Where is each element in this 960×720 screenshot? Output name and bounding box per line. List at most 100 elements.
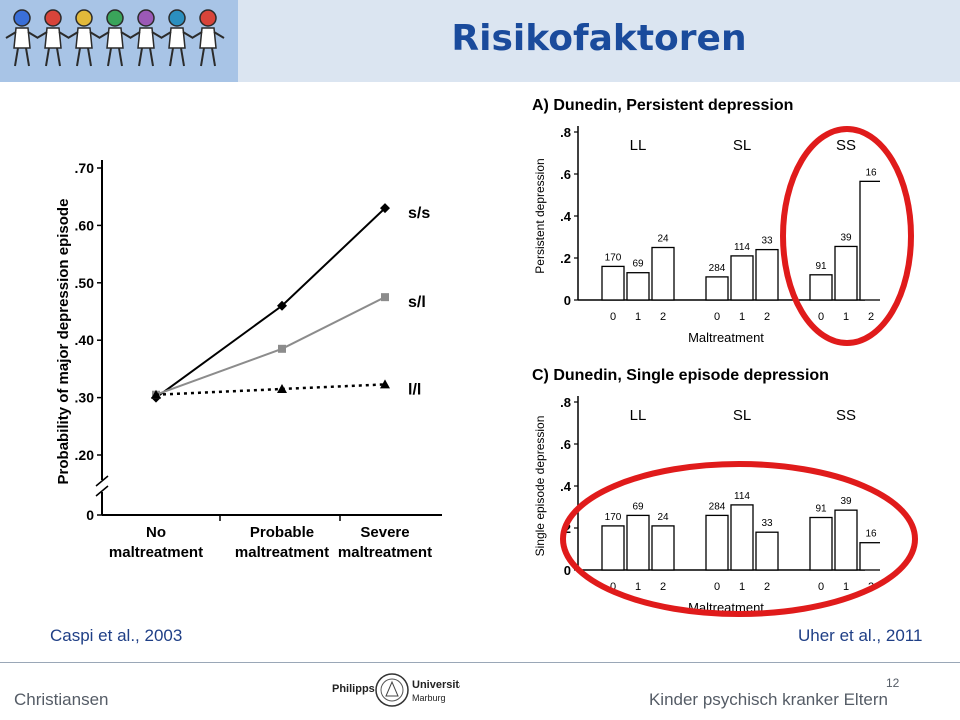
uni-logo-right: Universität	[412, 679, 460, 691]
x-tick-label: 1	[635, 311, 641, 323]
page-number: 12	[886, 676, 900, 690]
x-tick-label: maltreatment	[109, 544, 203, 561]
kid-legs-icon	[14, 47, 30, 67]
series-point-s/l	[278, 344, 286, 353]
legend-label-s/s: s/s	[408, 205, 430, 222]
y-tick-label: .8	[560, 395, 571, 410]
bar-SL-2	[755, 248, 779, 301]
y-axis-label: Single episode depression	[533, 416, 547, 557]
x-tick-label: 2	[868, 311, 874, 323]
kid-arms-icon	[160, 31, 194, 39]
chart-dunedin-single: C) Dunedin, Single episode depression 0 .2…	[532, 367, 880, 615]
bar-SL-1	[730, 255, 754, 301]
bar-n-label: 24	[657, 234, 669, 245]
x-axis-label: Maltreatment	[688, 600, 764, 615]
children-logo	[0, 0, 238, 82]
kid-arms-icon	[191, 31, 225, 39]
bar-SL-0	[705, 276, 729, 301]
kid-body-icon	[75, 27, 93, 49]
y-tick-label: .70	[75, 160, 95, 176]
y-tick-label: .6	[560, 167, 571, 182]
kid-body-icon	[137, 27, 155, 49]
bar-n-label: 284	[709, 263, 726, 274]
y-tick-label: .20	[75, 447, 95, 463]
series-point-l/l	[151, 389, 161, 399]
group-label-SS: SS	[836, 137, 856, 154]
series-point-s/s	[277, 300, 287, 311]
kid-arms-icon	[67, 31, 101, 39]
x-tick-label: 0	[714, 311, 720, 323]
bar-n-label: 170	[605, 512, 622, 523]
y-tick-label: .4	[560, 479, 572, 494]
kid-head-icon	[168, 9, 186, 27]
kid-legs-icon	[45, 47, 61, 67]
kid-body-icon	[44, 27, 62, 49]
kid-head-icon	[199, 9, 217, 27]
x-tick-label: 0	[610, 311, 616, 323]
axis-break-mark	[95, 485, 109, 497]
x-tick-label: maltreatment	[338, 544, 432, 561]
bar-n-label: 39	[840, 496, 852, 507]
chart-caspi: 0 .20 .30 .40 .50 .60 .70 No maltreatment Probabl…	[55, 160, 442, 561]
bar-LL-1	[626, 514, 650, 571]
y-tick-label: .30	[75, 390, 95, 406]
uni-logo-left: Philipps	[332, 683, 375, 695]
bar-n-label: 16	[865, 167, 877, 178]
kid-legs-icon	[107, 47, 123, 67]
bar-SS-1	[834, 509, 858, 571]
series-line-s/l	[155, 296, 386, 396]
kid-legs-icon	[169, 47, 185, 67]
kid-arms-icon	[129, 31, 163, 39]
bar-n-label: 69	[632, 501, 644, 512]
kid-body-icon	[168, 27, 186, 49]
y-axis-label: Probability of major depression episode	[55, 199, 72, 485]
x-tick-label: 2	[868, 581, 874, 593]
group-label-SL: SL	[733, 407, 751, 424]
kid-head-icon	[13, 9, 31, 27]
y-tick-label: .2	[560, 521, 571, 536]
y-tick-label: 0	[86, 507, 94, 523]
x-tick-label: 0	[818, 311, 824, 323]
series-line-s/s	[155, 207, 386, 399]
x-tick-label: 2	[660, 581, 666, 593]
bar-LL-0	[601, 265, 625, 301]
kid-legs-icon	[76, 47, 92, 67]
axis-break-mark	[95, 475, 109, 487]
bar-SL-2	[755, 531, 779, 571]
x-axis-label: Maltreatment	[688, 330, 764, 345]
kid-legs-icon	[200, 47, 216, 67]
chart-title: A) Dunedin, Persistent depression	[532, 97, 793, 114]
x-tick-label: 0	[714, 581, 720, 593]
bar-n-label: 114	[734, 242, 750, 253]
group-label-SL: SL	[733, 137, 751, 154]
bar-LL-2	[651, 525, 675, 571]
kid-body-icon	[106, 27, 124, 49]
kid-body-icon	[13, 27, 31, 49]
footer-title: Kinder psychisch kranker Eltern	[648, 690, 888, 709]
kid-body-icon	[199, 27, 217, 49]
x-tick-label: 2	[764, 581, 770, 593]
y-tick-label: .8	[560, 125, 571, 140]
y-tick-label: .40	[75, 332, 95, 348]
kid-head-icon	[137, 9, 155, 27]
kid-head-icon	[75, 9, 93, 27]
x-tick-label: 0	[610, 581, 616, 593]
series-point-l/l	[277, 383, 287, 393]
bar-LL-2	[651, 246, 675, 301]
chart-title: C) Dunedin, Single episode depression	[532, 367, 829, 384]
x-tick-label: 1	[843, 311, 849, 323]
x-tick-label: Probable	[250, 524, 314, 541]
y-tick-label: 0	[564, 563, 571, 578]
legend-label-l/l: l/l	[408, 381, 421, 398]
kid-arms-icon	[5, 31, 39, 39]
x-tick-label: 1	[843, 581, 849, 593]
y-axis-label: Persistent depression	[533, 158, 547, 273]
bar-SS-2	[859, 542, 880, 571]
group-label-LL: LL	[630, 407, 647, 424]
series-point-l/l	[380, 379, 390, 389]
y-tick-label: .4	[560, 209, 572, 224]
x-tick-label: 2	[764, 311, 770, 323]
kid-head-icon	[106, 9, 124, 27]
citation-uher: Uher et al., 2011	[798, 626, 923, 645]
bar-n-label: 284	[709, 501, 726, 512]
